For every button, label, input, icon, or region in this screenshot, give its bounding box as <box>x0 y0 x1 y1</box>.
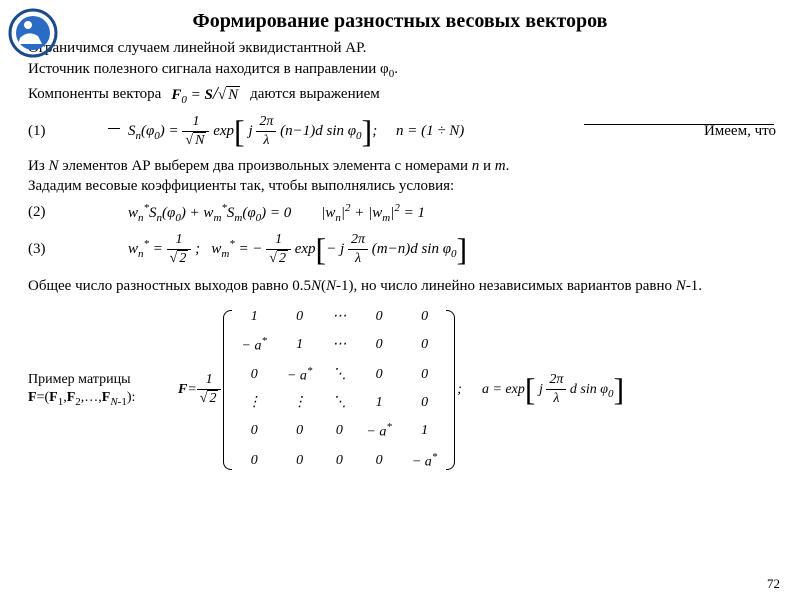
matrix-formula: F = 1√2 10⋯00− a*1⋯000− a*⋱00⋮⋮⋱10000− a… <box>178 304 624 476</box>
matrix-label: Пример матрицы F=(F1,F2,…,FN-1): <box>28 371 178 409</box>
matrix-body: 10⋯00− a*1⋯000− a*⋱00⋮⋮⋱10000− a*10000− … <box>231 304 447 476</box>
text-line-2: Источник полезного сигнала находится в н… <box>28 60 776 81</box>
eq-label-3: (3) <box>28 240 68 260</box>
overline-mark-left <box>108 128 120 129</box>
university-logo <box>8 8 58 58</box>
overline-mark-right <box>584 124 774 125</box>
text-line-6: Зададим весовые коэффициенты так, чтобы … <box>28 177 776 197</box>
slide-title: Формирование разностных весовых векторов <box>0 0 800 33</box>
eq-label-2: (2) <box>28 203 68 223</box>
equation-2: (2) wn*Sn(φ0) + wm*Sm(φ0) = 0 |wn|2 + |w… <box>28 201 776 225</box>
slide-content: Ограничимся случаем линейной эквидистант… <box>0 39 800 476</box>
eq-label-1: (1) <box>28 122 68 142</box>
text-line-1: Ограничимся случаем линейной эквидистант… <box>28 39 776 59</box>
text-line-3: Компоненты вектора F0 = S/√N даются выра… <box>28 82 776 107</box>
a-definition: a = exp[ j 2πλ d sin φ0] <box>482 369 624 411</box>
page-number: 72 <box>767 576 780 592</box>
equation-1: (1) Sn(φ0) = 1√N exp[ j 2πλ (n−1)d sin φ… <box>28 111 776 153</box>
text-have: Имеем, что <box>666 122 776 142</box>
matrix-example: Пример матрицы F=(F1,F2,…,FN-1): F = 1√2… <box>28 304 776 476</box>
equation-3: (3) wn* = 1√2 ; wm* = − 1√2 exp[− j 2πλ … <box>28 229 776 271</box>
text-line-7: Общее число разностных выходов равно 0.5… <box>28 277 776 297</box>
text-line-5: Из N элементов АР выберем два произвольн… <box>28 157 776 177</box>
formula-F0: F0 = S/√N <box>171 82 240 107</box>
